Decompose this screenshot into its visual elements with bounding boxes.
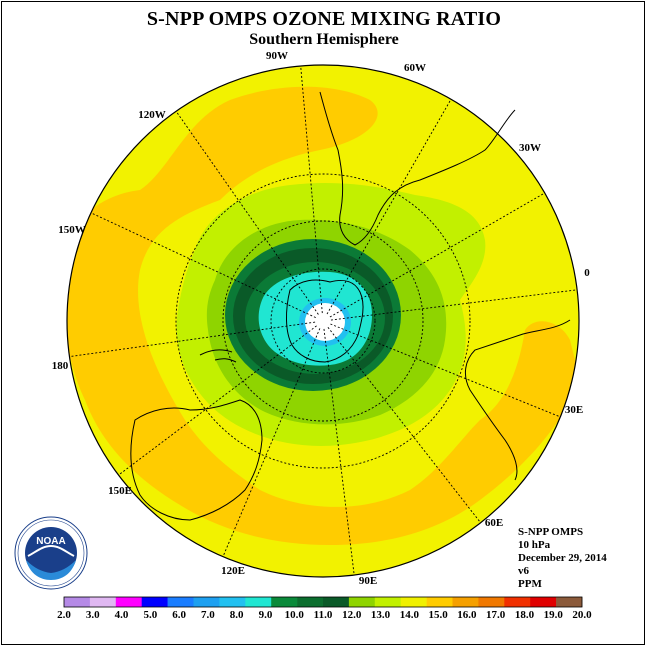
colorbar-segment	[426, 597, 453, 607]
map-title: S-NPP OMPS OZONE MIXING RATIO	[146, 8, 502, 30]
meridian-line	[330, 289, 578, 321]
colorbar-tick-label: 7.0	[201, 609, 215, 621]
colorbar-segment	[219, 597, 246, 607]
noaa-logo: NOAA	[14, 516, 88, 590]
coastline-new-zealand	[199, 349, 237, 363]
colorbar-tick-label: 9.0	[259, 609, 273, 621]
longitude-label: 150W	[58, 224, 86, 236]
longitude-label: 30W	[519, 142, 541, 154]
colorbar-tick-label: 10.0	[285, 609, 305, 621]
colorbar-segment	[115, 597, 142, 607]
longitude-label: 150E	[108, 485, 132, 497]
colorbar-segment	[89, 597, 117, 607]
map-subtitle: Southern Hemisphere	[249, 31, 399, 48]
longitude-label: 60E	[485, 517, 503, 529]
longitude-label: 120W	[138, 109, 166, 121]
meridian-line	[327, 327, 481, 524]
colorbar-tick-label: 2.0	[57, 609, 71, 621]
colorbar-tick-label: 14.0	[400, 609, 420, 621]
info-version: v6	[518, 565, 529, 577]
colorbar-tick-label: 17.0	[486, 609, 506, 621]
colorbar-tick-label: 19.0	[544, 609, 564, 621]
colorbar-segment	[400, 597, 427, 607]
info-box: S-NPP OMPS 10 hPa December 29, 2014 v6 P…	[518, 526, 607, 591]
ozone-region-pole-white	[305, 303, 345, 341]
colorbar-segment	[245, 597, 272, 607]
coastline-africa	[464, 319, 571, 481]
latitude-circle	[175, 173, 471, 469]
meridian-line	[300, 65, 323, 314]
colorbar-segment	[167, 597, 194, 607]
longitude-label: 90E	[359, 575, 377, 587]
meridian-line	[323, 328, 355, 576]
meridian-line	[175, 111, 319, 315]
longitude-label: 30E	[565, 404, 583, 416]
colorbar-tick-label: 8.0	[230, 609, 244, 621]
meridian-line	[222, 328, 321, 557]
noaa-logo-text: NOAA	[36, 536, 65, 547]
colorbar-segment	[323, 597, 350, 607]
meridian-line	[69, 321, 316, 358]
colorbar-tick-label: 4.0	[115, 609, 129, 621]
colorbar: 2.0 3.0 4.0 5.0 6.0 7.0 8.0 9.0 10.0 11.0 12.0 13.0…	[57, 596, 592, 621]
colorbar-tick-label: 15.0	[428, 609, 448, 621]
coastline-south-america	[319, 91, 516, 246]
meridian-line	[118, 325, 317, 476]
colorbar-segment	[141, 597, 168, 607]
longitude-label: 180	[52, 360, 69, 372]
latitude-circle	[222, 220, 424, 422]
colorbar-segment	[452, 597, 479, 607]
meridian-line	[90, 212, 316, 319]
meridian-line	[329, 192, 545, 318]
globe-outline	[66, 64, 580, 578]
coastline-australia	[130, 399, 263, 521]
longitude-label: 0	[584, 267, 590, 279]
colorbar-segment	[64, 597, 91, 607]
colorbar-segment	[271, 597, 298, 607]
longitude-label: 60W	[404, 62, 426, 74]
longitude-label: 120E	[221, 565, 245, 577]
info-level: 10 hPa	[518, 539, 551, 551]
info-date: December 29, 2014	[518, 552, 607, 564]
colorbar-tick-label: 11.0	[314, 609, 333, 621]
colorbar-frame	[63, 596, 583, 608]
colorbar-segment	[374, 597, 401, 607]
longitude-label: 90W	[266, 50, 288, 62]
colorbar-tick-label: 12.0	[342, 609, 362, 621]
colorbar-tick-label: 16.0	[457, 609, 477, 621]
ozone-region-orange-pacific	[67, 86, 579, 545]
latitude-circle	[270, 268, 376, 374]
colorbar-segment	[530, 597, 557, 607]
meridian-line	[330, 323, 561, 418]
colorbar-tick-label: 3.0	[86, 609, 100, 621]
colorbar-segment	[348, 597, 376, 607]
meridian-line	[326, 99, 452, 315]
info-units: PPM	[518, 578, 542, 590]
colorbar-tick-label: 20.0	[572, 609, 592, 621]
colorbar-segment	[556, 597, 583, 607]
colorbar-tick-label: 5.0	[143, 609, 157, 621]
colorbar-segment	[297, 597, 324, 607]
colorbar-tick-label: 18.0	[515, 609, 535, 621]
colorbar-tick-label: 13.0	[371, 609, 391, 621]
info-instrument: S-NPP OMPS	[518, 526, 584, 538]
colorbar-segment	[193, 597, 220, 607]
colorbar-segment	[504, 597, 531, 607]
colorbar-tick-label: 6.0	[172, 609, 186, 621]
colorbar-segment	[478, 597, 505, 607]
